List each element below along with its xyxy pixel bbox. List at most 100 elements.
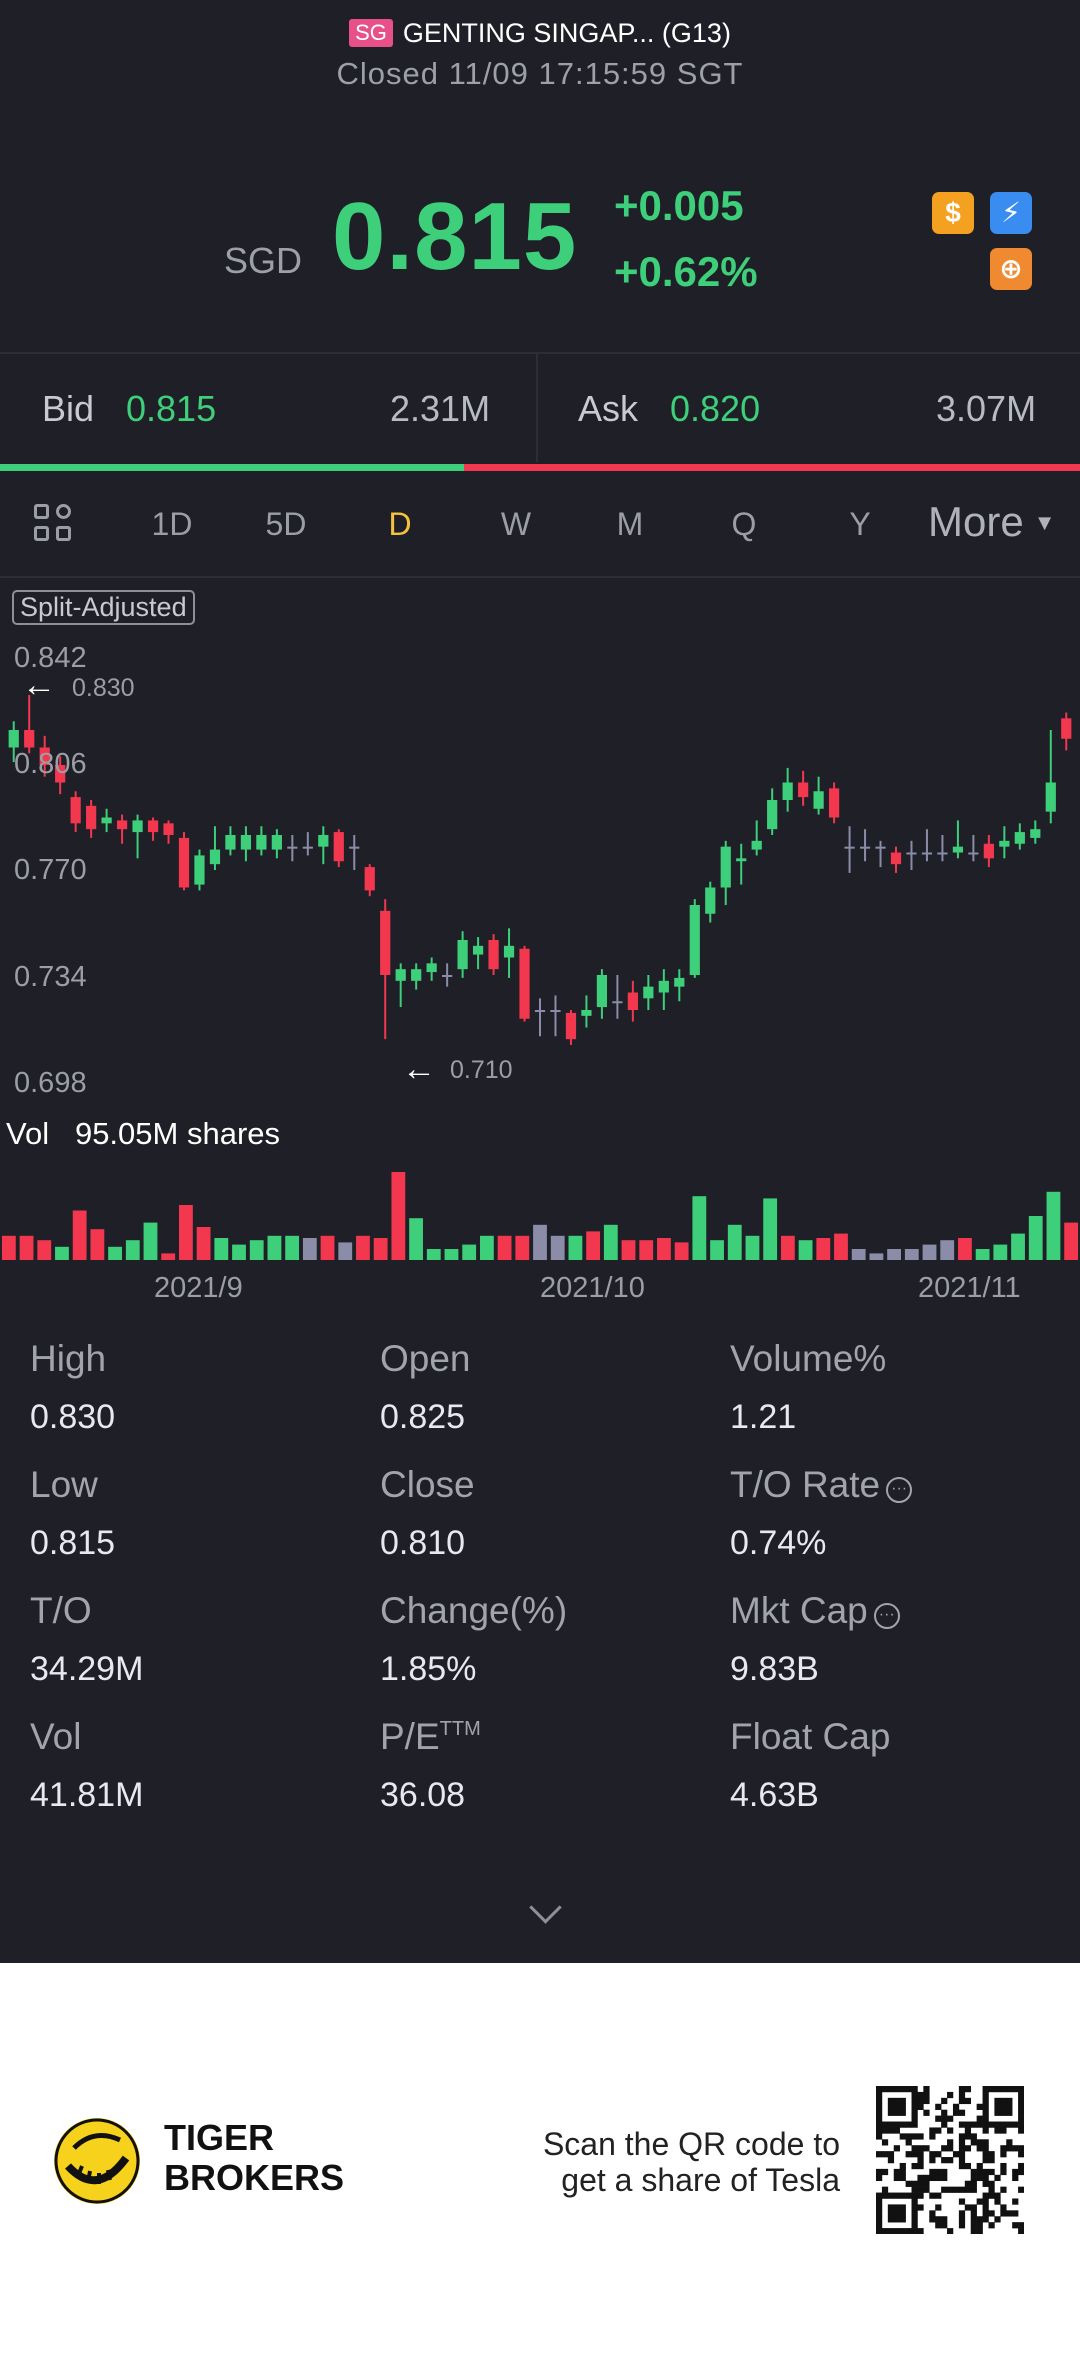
qr-module <box>893 2097 900 2105</box>
qr-module <box>988 2180 995 2187</box>
stat-mkt-cap[interactable]: Mkt Cap ··· <box>730 1590 900 1632</box>
candle-body <box>395 969 406 981</box>
qr-module <box>958 2222 966 2229</box>
flash-icon[interactable]: ⚡ <box>990 192 1032 234</box>
qr-module <box>899 2210 906 2217</box>
qr-module <box>982 2103 989 2110</box>
qr-module <box>929 2157 936 2164</box>
qr-module <box>899 2109 906 2116</box>
qr-module <box>929 2168 936 2176</box>
qr-module <box>982 2139 989 2146</box>
tab-q[interactable]: Q <box>731 506 757 542</box>
stat-mkt-cap-label: Mkt Cap <box>730 1590 868 1631</box>
stat-vol-value: 41.81M <box>30 1776 144 1814</box>
tab-1d[interactable]: 1D <box>151 506 193 542</box>
volume-bar <box>444 1249 459 1260</box>
qr-module <box>935 2151 942 2158</box>
qr-module <box>876 2174 883 2182</box>
qr-module <box>988 2151 995 2158</box>
qr-module <box>994 2109 1001 2116</box>
qr-module <box>899 2121 906 2128</box>
tab-y[interactable]: Y <box>849 506 871 542</box>
candle-body <box>411 969 422 981</box>
stat-close-value: 0.810 <box>380 1524 466 1562</box>
dollar-icon[interactable]: $ <box>932 192 974 234</box>
qr-module <box>923 2097 930 2105</box>
qr-module <box>876 2133 883 2140</box>
candlestick-chart[interactable] <box>0 630 1080 1270</box>
x-tick-label: 2021/10 <box>540 1272 645 1304</box>
qr-module <box>1018 2109 1024 2116</box>
qr-module <box>976 2174 983 2182</box>
qr-module <box>964 2204 972 2211</box>
volume-value: 95.05M shares <box>74 1116 281 1151</box>
tab-d[interactable]: D <box>388 506 412 542</box>
candle-body <box>116 820 128 830</box>
candle-body <box>736 858 747 862</box>
qr-module <box>964 2180 972 2187</box>
stat-high-label: High <box>30 1338 107 1379</box>
volume-readout: Vol 95.05M shares <box>6 1116 280 1152</box>
volume-bar <box>958 1238 972 1260</box>
candle-body <box>906 852 917 855</box>
qr-module <box>982 2157 989 2164</box>
candle-body <box>488 940 499 970</box>
last-price: 0.815 <box>332 183 578 290</box>
grid-icon[interactable] <box>34 504 76 546</box>
qr-module <box>893 2086 900 2093</box>
qr-module <box>958 2091 966 2099</box>
stat-pe-value: 36.08 <box>380 1776 466 1814</box>
bid-ratio-bar <box>0 464 465 471</box>
volume-bar <box>851 1249 866 1260</box>
ask-size: 3.07M <box>936 388 1037 429</box>
qr-module <box>905 2139 912 2146</box>
qr-module <box>917 2204 924 2211</box>
volume-bar <box>72 1210 87 1260</box>
qr-module <box>958 2186 966 2193</box>
qr-module <box>881 2139 889 2146</box>
split-adjusted-toggle[interactable]: Split-Adjusted <box>12 590 195 625</box>
options-icon[interactable]: ⊕ <box>990 248 1032 290</box>
qr-module <box>1000 2097 1007 2105</box>
qr-module <box>964 2133 972 2140</box>
tab-m[interactable]: M <box>616 506 644 542</box>
qr-module <box>911 2097 918 2105</box>
qr-module <box>876 2109 883 2116</box>
qr-module <box>911 2091 918 2099</box>
volume-bar <box>285 1235 300 1260</box>
candle-body <box>101 817 112 824</box>
qr-module <box>929 2216 936 2223</box>
volume-bar <box>993 1244 1008 1260</box>
qr-module <box>958 2157 966 2164</box>
qr-module <box>952 2103 960 2110</box>
candle-body <box>1014 832 1025 844</box>
qr-module <box>899 2162 906 2170</box>
volume-bar <box>391 1172 406 1260</box>
candle-body <box>364 867 375 891</box>
qr-module <box>976 2228 983 2234</box>
qr-module <box>911 2133 918 2140</box>
brand-line: BROKERS <box>164 2157 345 2198</box>
stat-pe-label: P/E <box>380 1716 440 1757</box>
more-info-icon[interactable]: ··· <box>873 1603 900 1629</box>
volume-bar <box>533 1224 547 1260</box>
stock-title[interactable]: SG GENTING SINGAP... (G13) <box>0 18 1080 49</box>
qr-module <box>947 2157 954 2164</box>
qr-module <box>1012 2210 1019 2217</box>
stat-open-value: 0.825 <box>380 1398 466 1436</box>
qr-module <box>994 2174 1001 2182</box>
more-info-icon[interactable]: ··· <box>886 1477 913 1503</box>
volume-bar <box>869 1253 884 1260</box>
stat-to-rate[interactable]: T/O Rate ··· <box>730 1464 913 1506</box>
qr-module <box>893 2168 900 2176</box>
tab-w[interactable]: W <box>500 506 532 542</box>
qr-module <box>899 2133 906 2140</box>
candle-body <box>813 791 824 809</box>
qr-module <box>887 2103 895 2110</box>
tab-5d[interactable]: 5D <box>265 506 307 542</box>
qr-module <box>905 2151 912 2158</box>
qr-module <box>876 2222 883 2229</box>
volume-bar <box>320 1235 335 1260</box>
more-menu[interactable]: More ▼ <box>928 498 1055 546</box>
qr-module <box>976 2139 983 2146</box>
